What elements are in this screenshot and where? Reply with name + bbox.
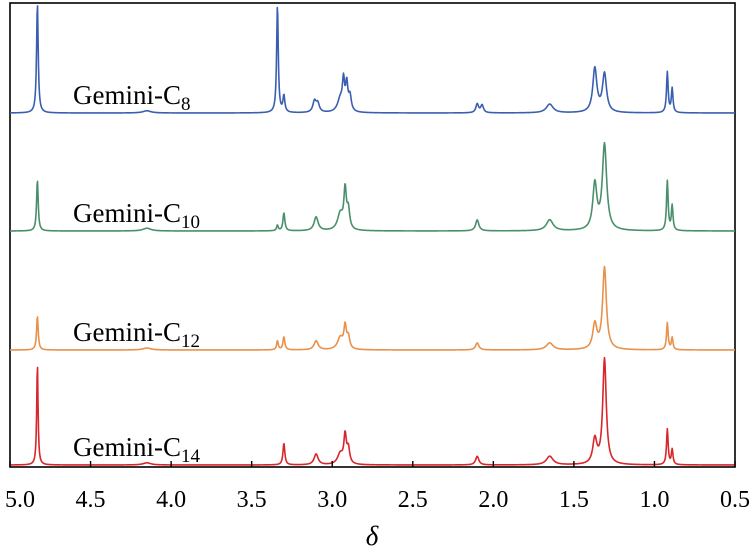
series-label-subscript: 12 [181,331,200,352]
x-tick-label: 3.0 [317,487,347,513]
series-label-subscript: 8 [181,94,191,115]
spectra-group [9,5,736,466]
series-label-subscript: 14 [181,446,201,467]
x-tick-label: 2.0 [478,487,508,513]
x-tick-label: 4.5 [76,487,106,513]
spectrum-line-10 [9,141,736,232]
spectrum-line-14 [9,356,736,466]
x-tick-label: 5.0 [5,487,35,513]
series-label-main: Gemini-C [73,432,181,462]
series-label-subscript: 10 [181,212,200,233]
series-label-12: Gemini-C12 [73,317,200,352]
series-label-main: Gemini-C [73,317,181,347]
x-tick-label: 4.0 [156,487,186,513]
x-axis-ticks: 5.0 4.5 4.0 3.5 3.0 2.5 2.0 1.5 1.0 0.5 [5,461,750,513]
spectrum-line-12 [9,265,736,351]
x-tick-label: 0.5 [720,487,750,513]
series-label-8: Gemini-C8 [73,80,191,115]
x-tick-label: 1.0 [639,487,669,513]
x-tick-label: 3.5 [237,487,267,513]
series-label-10: Gemini-C10 [73,198,200,233]
series-label-14: Gemini-C14 [73,432,201,467]
series-label-main: Gemini-C [73,198,181,228]
x-tick-label: 2.5 [398,487,428,513]
x-tick-label: 1.5 [559,487,589,513]
plot-frame [9,2,736,468]
series-label-main: Gemini-C [73,80,181,110]
x-axis-label: δ [366,521,379,551]
spectrum-line-8 [9,5,736,114]
